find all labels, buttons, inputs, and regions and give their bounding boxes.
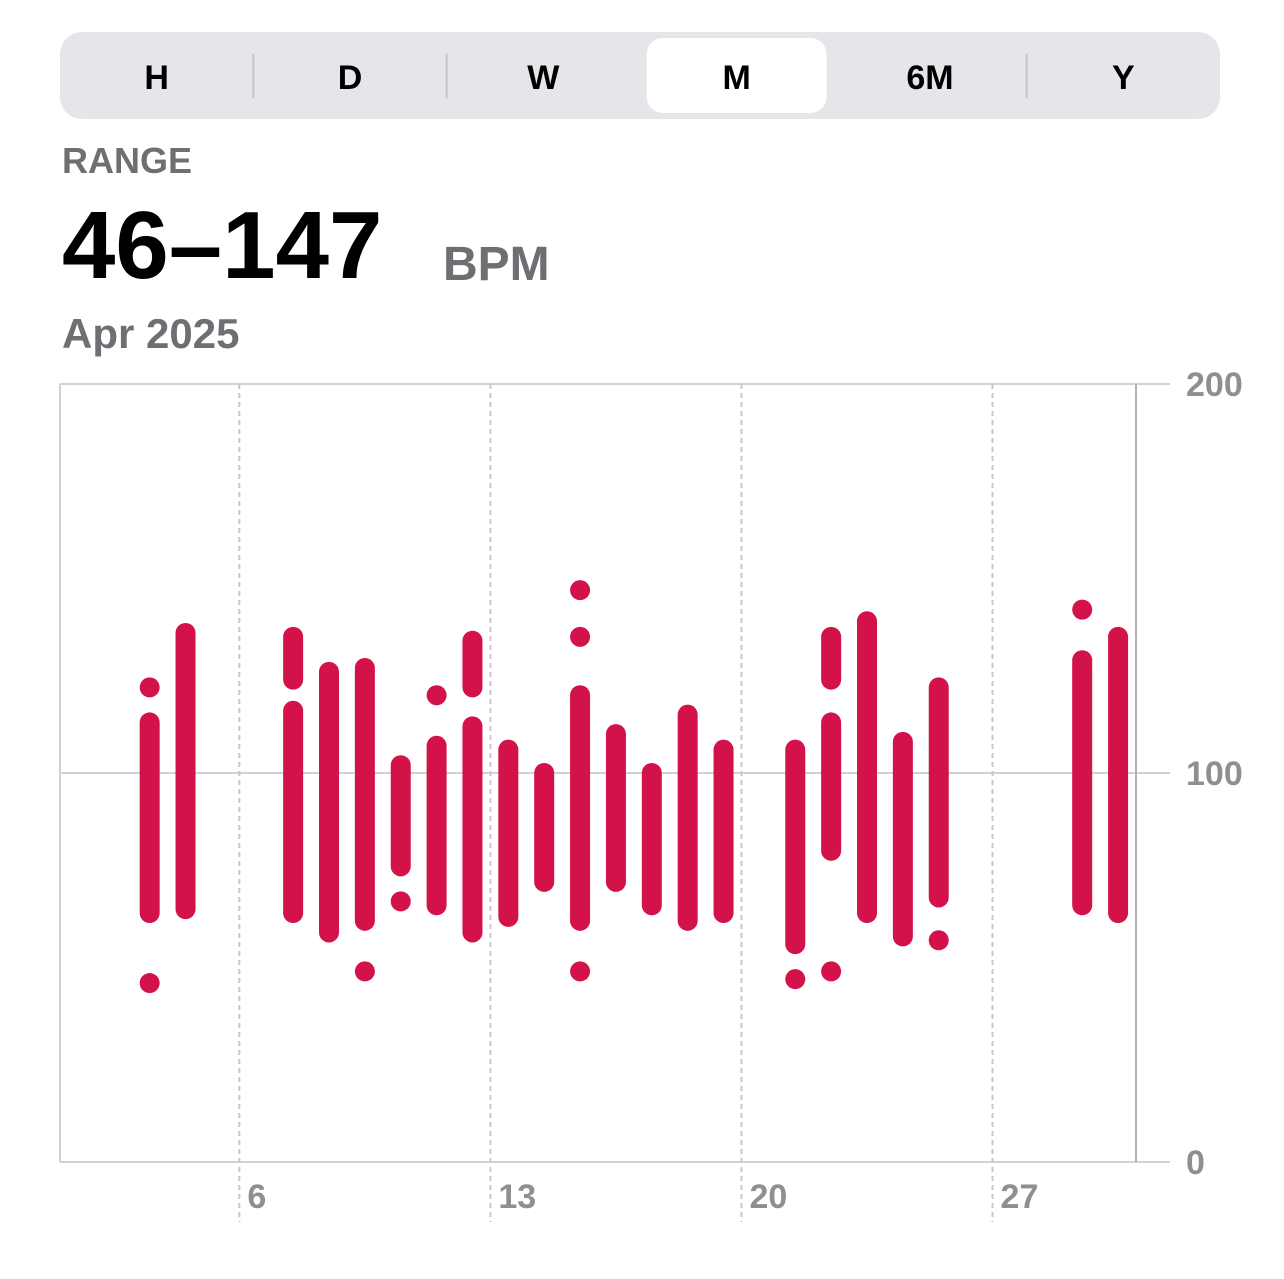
range-bar — [426, 735, 447, 916]
selected-segment — [646, 38, 827, 113]
range-bar — [785, 969, 806, 990]
range-bar — [139, 973, 160, 994]
segment-button[interactable]: M — [723, 59, 751, 97]
range-bar — [785, 739, 806, 955]
range-bar — [570, 961, 591, 982]
range-unit: BPM — [443, 238, 550, 291]
segment-button[interactable]: D — [338, 59, 363, 97]
range-bar — [641, 763, 662, 916]
segment-button[interactable]: Y — [1112, 59, 1135, 97]
range-bar — [928, 930, 949, 951]
x-tick-label: 27 — [1001, 1178, 1039, 1216]
range-bar — [570, 626, 591, 647]
x-tick-label: 6 — [247, 1178, 266, 1216]
y-tick-label: 0 — [1186, 1144, 1205, 1182]
range-bar — [570, 580, 591, 601]
segment-button[interactable]: 6M — [906, 59, 953, 97]
range-bar — [319, 661, 339, 943]
x-tick-label: 20 — [749, 1178, 787, 1216]
y-tick-label: 200 — [1186, 366, 1243, 404]
range-bar — [498, 739, 519, 927]
range-bar — [677, 704, 698, 931]
y-tick-label: 100 — [1186, 755, 1243, 793]
x-tick-label: 13 — [498, 1178, 536, 1216]
range-bar — [462, 630, 483, 698]
range-value: 46–147 — [62, 192, 382, 299]
range-bar — [390, 755, 411, 877]
range-bar — [175, 622, 196, 920]
range-bar — [570, 685, 591, 931]
range-bar — [139, 712, 160, 924]
segmented-control — [60, 32, 1220, 119]
range-bar — [283, 700, 304, 924]
range-bar — [928, 677, 949, 908]
range-bar — [821, 626, 842, 690]
range-bar — [1072, 650, 1093, 916]
range-bar — [534, 763, 555, 892]
range-bar — [892, 731, 913, 947]
range-bar — [390, 891, 411, 912]
range-label: RANGE — [62, 140, 192, 181]
segment-button[interactable]: W — [527, 59, 560, 97]
range-bar — [1108, 626, 1129, 924]
range-bar — [462, 716, 483, 943]
range-bar — [1072, 599, 1093, 620]
range-bar — [713, 739, 734, 924]
period: Apr 2025 — [62, 310, 239, 357]
range-bar — [605, 724, 626, 892]
segment-button[interactable]: H — [144, 59, 169, 97]
range-bar — [857, 611, 877, 924]
range-bar — [283, 626, 304, 690]
range-bar — [426, 685, 447, 706]
range-bar — [821, 961, 842, 982]
range-bar — [821, 712, 842, 861]
range-bar — [354, 961, 375, 982]
range-bar — [139, 677, 160, 698]
range-bar — [354, 657, 375, 931]
